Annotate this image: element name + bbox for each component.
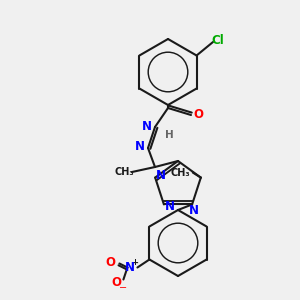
Text: CH₃: CH₃: [114, 167, 134, 177]
Text: O: O: [105, 256, 116, 269]
Text: N: N: [135, 140, 145, 154]
Text: Cl: Cl: [212, 34, 224, 46]
Text: N: N: [165, 200, 175, 213]
Text: O: O: [193, 109, 203, 122]
Text: N: N: [142, 121, 152, 134]
Text: N: N: [124, 261, 134, 274]
Text: CH₃: CH₃: [170, 168, 190, 178]
Text: −: −: [119, 283, 128, 292]
Text: N: N: [156, 169, 166, 182]
Text: N: N: [189, 204, 199, 217]
Text: +: +: [131, 258, 138, 267]
Text: H: H: [165, 130, 173, 140]
Text: O: O: [111, 276, 122, 289]
